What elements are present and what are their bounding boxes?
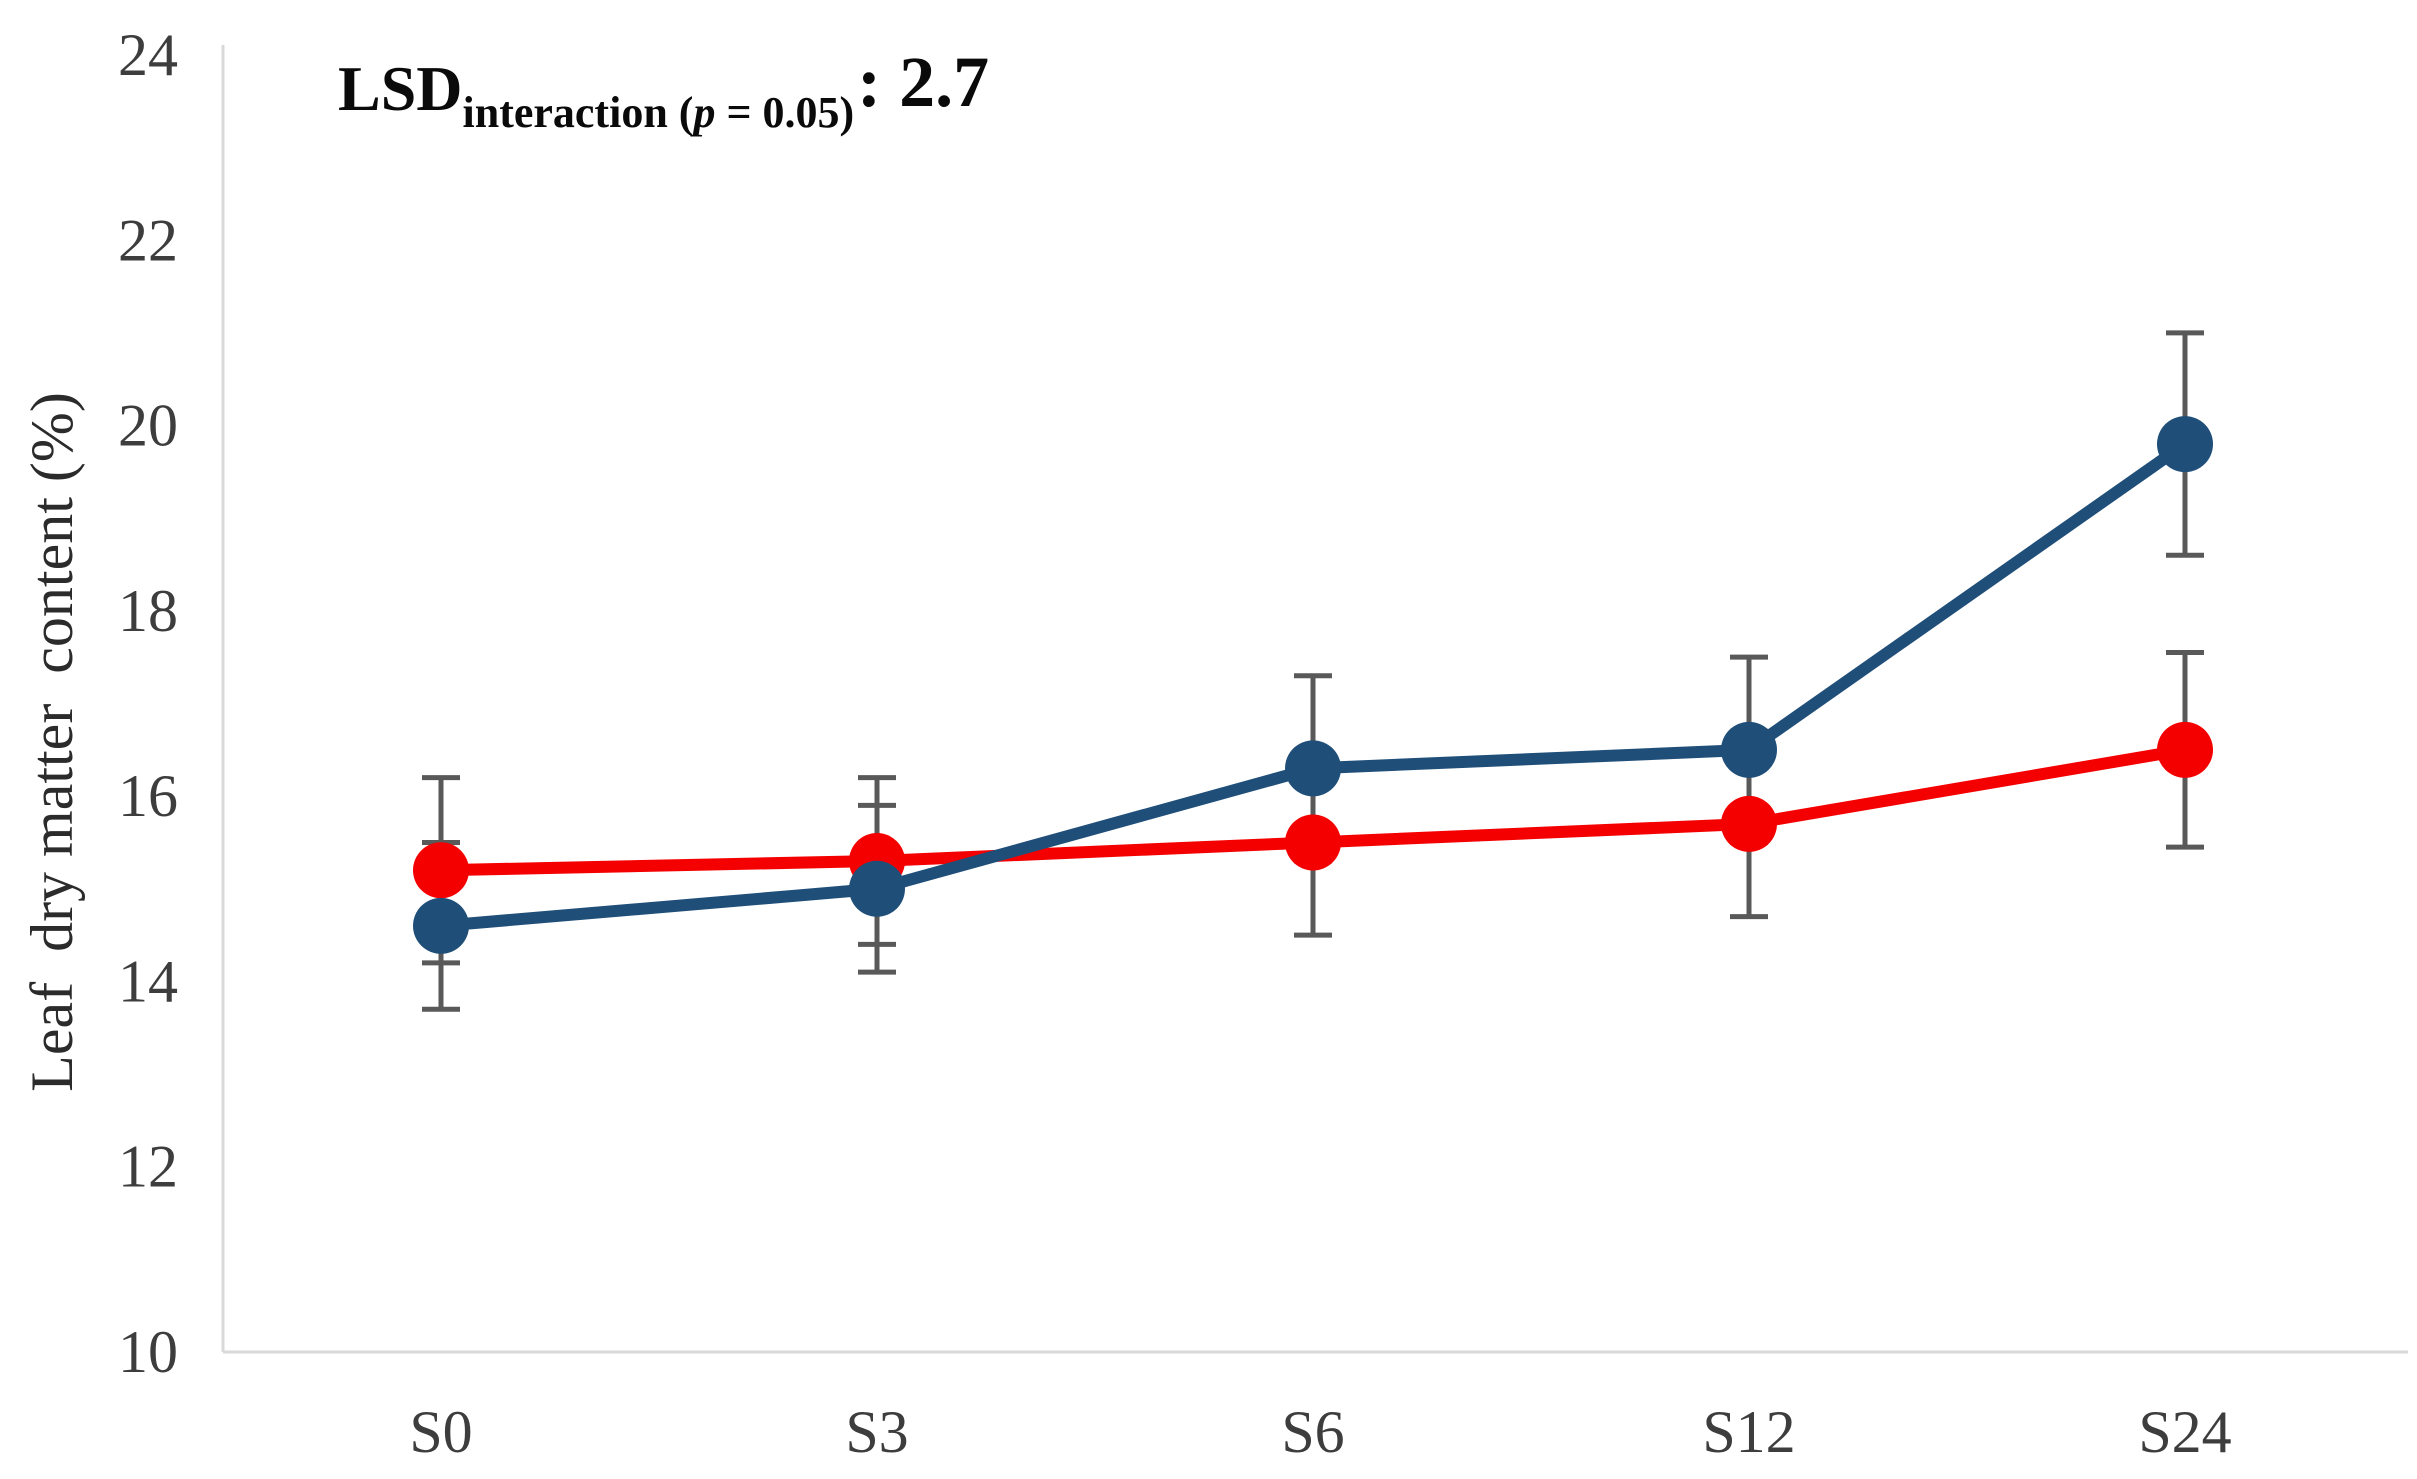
data-series	[413, 416, 2213, 954]
x-tick-label-S6: S6	[1281, 1399, 1344, 1465]
y-tick-label-16: 16	[118, 763, 178, 829]
x-tick-label-S12: S12	[1702, 1399, 1795, 1465]
x-tick-label-S3: S3	[845, 1399, 908, 1465]
y-tick-label-18: 18	[118, 578, 178, 644]
y-axis-tick-labels: 10 12 14 16 18 20 22 24	[118, 22, 178, 1385]
marker-blue-series-S6	[1285, 740, 1341, 797]
p-symbol-italic: p	[693, 88, 716, 137]
lsd-value: : 2.7	[857, 42, 990, 122]
y-tick-label-24: 24	[118, 22, 178, 88]
marker-red-series-S12	[1721, 795, 1777, 852]
lsd-label: LSD	[338, 53, 463, 124]
y-tick-label-10: 10	[118, 1319, 178, 1385]
marker-red-series-S24	[2157, 721, 2213, 778]
lsd-subscript: interaction (p = 0.05)	[463, 88, 855, 137]
marker-red-series-S6	[1285, 814, 1341, 871]
axes	[221, 45, 2408, 1354]
marker-blue-series-S3	[849, 860, 905, 917]
marker-red-series-S0	[413, 842, 469, 899]
y-tick-label-22: 22	[118, 207, 178, 273]
marker-blue-series-S24	[2157, 416, 2213, 473]
lsd-annotation: LSDinteraction (p = 0.05): 2.7	[338, 46, 989, 135]
lsd-subscript-pre: interaction (	[462, 88, 694, 137]
y-tick-label-12: 12	[118, 1134, 178, 1200]
series-red-series	[413, 721, 2213, 899]
y-tick-label-14: 14	[118, 948, 178, 1014]
marker-blue-series-S0	[413, 897, 469, 954]
x-tick-label-S0: S0	[409, 1399, 472, 1465]
lsd-subscript-post: = 0.05)	[715, 88, 855, 137]
series-blue-series	[413, 416, 2213, 954]
marker-blue-series-S12	[1721, 721, 1777, 778]
y-tick-label-20: 20	[118, 393, 178, 459]
x-axis-tick-labels: S0 S3 S6 S12 S24	[409, 1399, 2231, 1465]
x-tick-label-S24: S24	[2138, 1399, 2231, 1465]
y-axis-title: Leaf dry matter content (%)	[19, 392, 85, 1092]
